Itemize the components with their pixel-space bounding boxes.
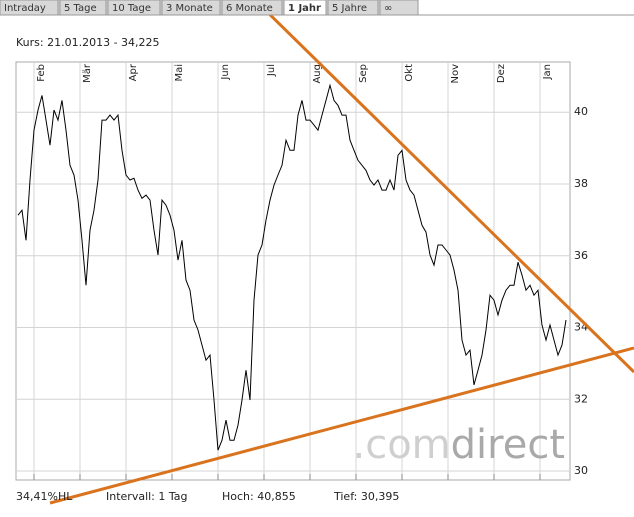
y-tick-label: 32 <box>574 392 588 405</box>
quote-header: Kurs: 21.01.2013 - 34,225 <box>16 36 160 49</box>
tab-label[interactable]: 5 Jahre <box>332 3 367 14</box>
tab-label[interactable]: 6 Monate <box>226 3 273 14</box>
x-tick-label: Okt <box>404 64 415 82</box>
tab[interactable] <box>327 0 379 16</box>
trend-line <box>49 346 634 505</box>
tab[interactable] <box>161 0 221 16</box>
y-tick-label: 38 <box>574 177 588 190</box>
x-tick-label: Aug <box>312 64 323 84</box>
x-tick-label: Sep <box>358 64 369 83</box>
chart-layer: Feb Mär Apr Mai Jun Jul Aug Sep Okt Nov Dez Jan 30 32… <box>16 62 588 480</box>
tab[interactable] <box>379 0 419 16</box>
tab[interactable] <box>0 0 59 16</box>
y-tick-label: 40 <box>574 105 588 118</box>
y-tick-label: 36 <box>574 249 588 262</box>
footer-stat: Hoch: 40,855 <box>222 490 296 503</box>
x-tick-label: Jul <box>266 64 277 77</box>
tab[interactable] <box>221 0 283 16</box>
tab-label[interactable]: 3 Monate <box>166 3 213 14</box>
price-line <box>17 83 567 451</box>
x-tick-label: Jun <box>220 64 231 81</box>
y-tick-label: 30 <box>574 464 588 477</box>
x-tick-label: Mär <box>82 63 93 83</box>
watermark-part: .com <box>352 422 450 468</box>
trend-line <box>253 0 634 374</box>
x-tick-label: Mai <box>174 64 185 82</box>
tab-label[interactable]: ∞ <box>384 3 392 14</box>
x-tick-label: Feb <box>36 64 47 82</box>
x-tick-label: Apr <box>128 63 139 81</box>
tab-label[interactable]: 5 Tage <box>64 3 97 14</box>
footer-stat: Intervall: 1 Tag <box>106 490 188 503</box>
footer-stat: 34,41%HL <box>16 490 73 503</box>
y-tick-label: 34 <box>574 321 588 334</box>
tab-label[interactable]: 10 Tage <box>112 3 151 14</box>
x-tick-label: Nov <box>450 64 461 84</box>
x-tick-label: Dez <box>496 64 507 83</box>
x-tick-label: Jan <box>542 64 553 80</box>
tab-label[interactable]: Intraday <box>4 3 46 14</box>
watermark-part: direct <box>451 422 565 468</box>
footer-stat: Tief: 30,395 <box>333 490 399 503</box>
watermark: .comdirect <box>352 422 565 468</box>
tab[interactable] <box>107 0 161 16</box>
plot-frame <box>15 61 571 481</box>
tab[interactable] <box>283 0 327 16</box>
tab[interactable] <box>59 0 107 16</box>
tab-label[interactable]: 1 Jahr <box>288 3 321 14</box>
